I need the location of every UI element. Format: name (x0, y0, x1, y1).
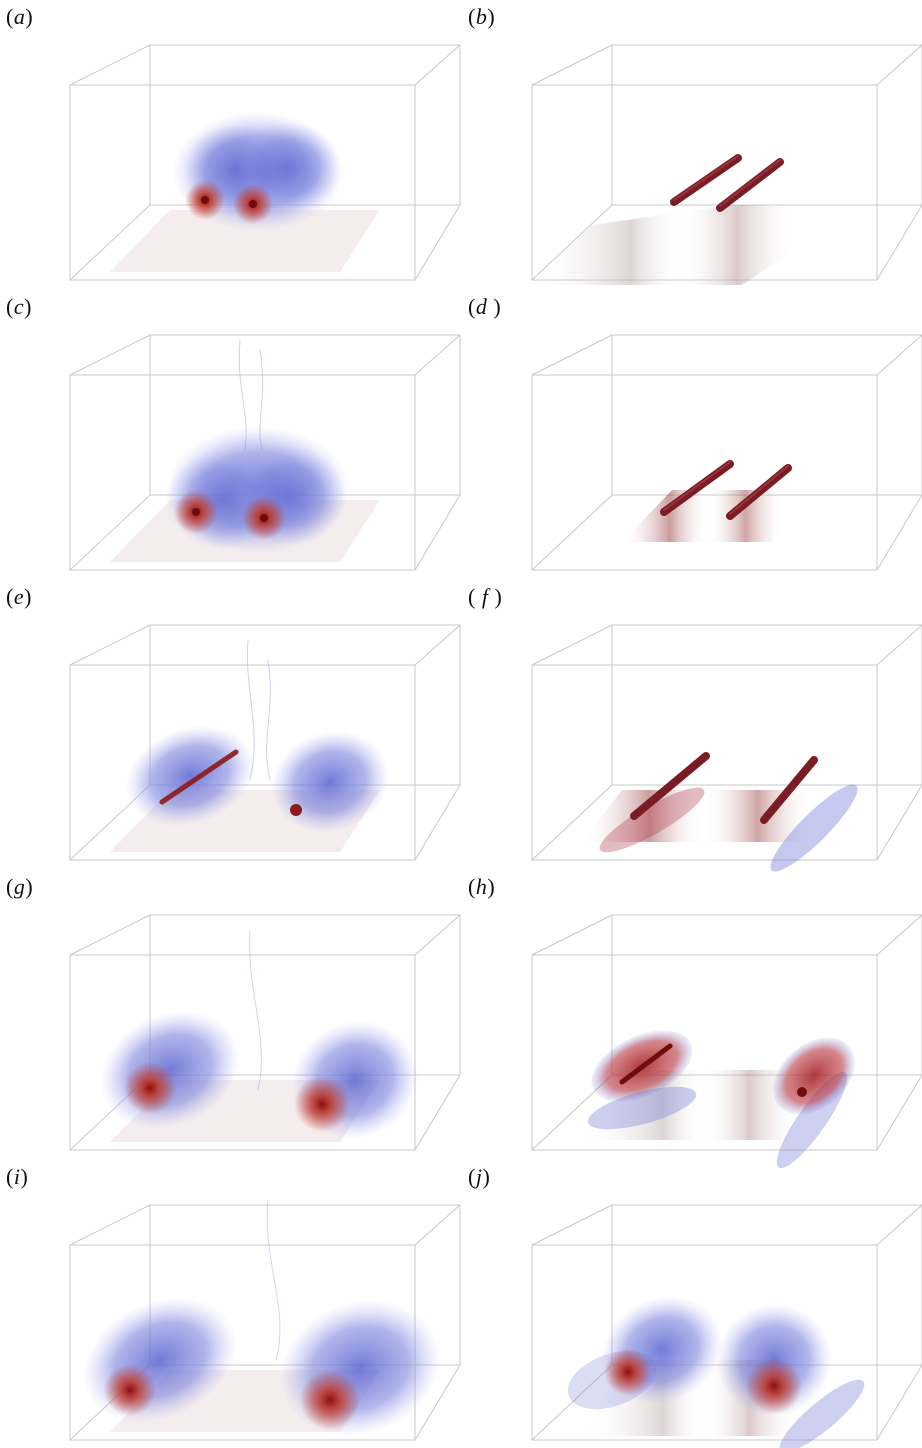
panel-b: (b) (462, 0, 922, 288)
vortex-render-e (69, 624, 461, 861)
vortex-tubes (660, 460, 792, 520)
panel-label: (b) (468, 4, 496, 29)
panel-label: (d ) (468, 294, 502, 319)
vortex-render-i (69, 1199, 461, 1441)
panel-g: (g) (0, 870, 461, 1158)
vortex-render-f (531, 624, 922, 872)
panel-h: (h) (462, 870, 922, 1169)
vortex-cloud (100, 929, 418, 1140)
ground-shading (622, 490, 812, 542)
vortex-render-h (531, 914, 922, 1169)
panel-label: (e) (6, 584, 32, 609)
panel-label: (a) (6, 4, 34, 29)
panel-f: ( f ) (462, 580, 922, 872)
panel-i: (i) (0, 1160, 461, 1448)
panel-label: (c) (6, 294, 32, 319)
panel-label: ( f ) (468, 584, 503, 609)
vortex-render-j (531, 1204, 922, 1448)
vortex-render-c (69, 334, 461, 571)
vortex-render-a (69, 44, 461, 281)
vortex-cloud (125, 639, 389, 834)
panel-label: (i) (6, 1164, 29, 1189)
vortex-tubes (630, 752, 818, 824)
vortex-render-g (69, 914, 461, 1151)
ground-shading (532, 205, 862, 285)
ground-shading (582, 784, 858, 872)
vortex-render-b (531, 44, 922, 285)
vortex-cloud (166, 339, 350, 554)
vortex-tubes (670, 154, 784, 212)
vortex-cloud (172, 112, 344, 232)
panel-d: (d ) (462, 290, 922, 578)
vortex-cloud (601, 1296, 832, 1417)
panel-j: (j) (462, 1160, 922, 1448)
panel-c: (c) (0, 290, 461, 578)
panel-e: (e) (0, 580, 461, 868)
vortex-render-d (531, 334, 922, 571)
panel-label: (j) (468, 1164, 491, 1189)
panel-a: (a) (0, 0, 461, 288)
panel-label: (g) (6, 874, 34, 899)
vortex-cloud (83, 1199, 441, 1437)
panel-label: (h) (468, 874, 496, 899)
vortex-rings (591, 1030, 855, 1115)
